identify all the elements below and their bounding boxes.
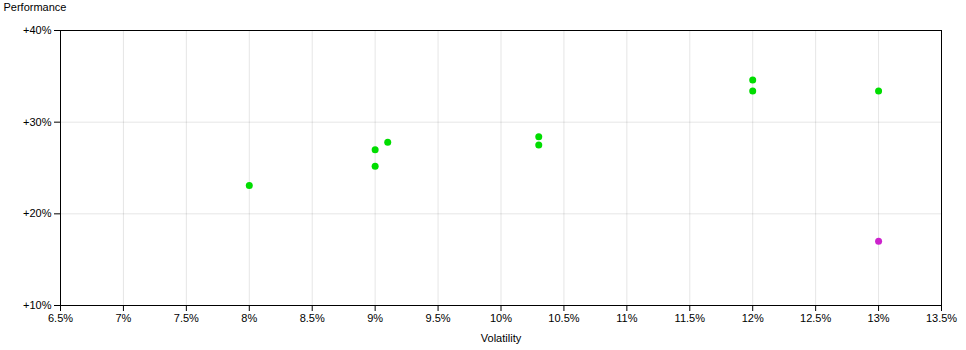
svg-text:8.5%: 8.5%	[300, 312, 325, 324]
svg-text:10%: 10%	[490, 312, 512, 324]
svg-text:12%: 12%	[742, 312, 764, 324]
svg-text:7%: 7%	[115, 312, 131, 324]
svg-text:9.5%: 9.5%	[426, 312, 451, 324]
svg-text:+20%: +20%	[23, 207, 52, 219]
svg-text:Volatility: Volatility	[481, 332, 522, 344]
svg-text:9%: 9%	[367, 312, 383, 324]
svg-text:+30%: +30%	[23, 116, 52, 128]
svg-text:Performance: Performance	[4, 1, 67, 13]
svg-text:+10%: +10%	[23, 299, 52, 311]
svg-text:13.5%: 13.5%	[926, 312, 957, 324]
svg-text:11%: 11%	[616, 312, 637, 324]
svg-text:8%: 8%	[241, 312, 257, 324]
svg-text:11.5%: 11.5%	[675, 312, 706, 324]
svg-text:10.5%: 10.5%	[548, 312, 579, 324]
svg-text:+40%: +40%	[23, 24, 52, 36]
svg-text:13%: 13%	[868, 312, 890, 324]
svg-text:6.5%: 6.5%	[48, 312, 73, 324]
svg-text:12.5%: 12.5%	[800, 312, 831, 324]
svg-text:7.5%: 7.5%	[174, 312, 199, 324]
